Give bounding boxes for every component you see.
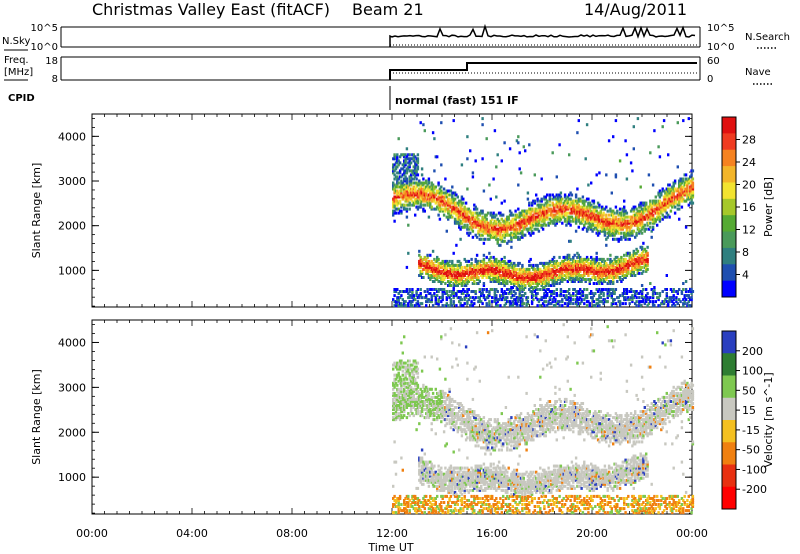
colorbar-tick-label: -200 [742, 483, 767, 496]
colorbar-segment [722, 375, 736, 399]
y-tick-label: 1000 [58, 471, 86, 484]
colorbar-segment [722, 133, 736, 151]
colorbar-segment [722, 420, 736, 443]
nsearch-tick-top: 10^5 [707, 23, 734, 34]
y-tick-label: 4000 [58, 336, 86, 349]
colorbar-segment [722, 149, 736, 167]
colorbar-segment [722, 464, 736, 488]
colorbar-segment [722, 331, 736, 354]
colorbar-tick-label: -100 [742, 463, 767, 476]
colorbar-segment [722, 215, 736, 233]
nsky-panel: N.Sky 10^5 10^0 10^5 10^0 N.Search [2, 23, 790, 53]
cpid-label: CPID [8, 93, 35, 104]
colorbar-segment [722, 117, 736, 134]
velocity-colorbar: 200 100 50 15 -15 -50 -100 -200 Velocity [m s^-1… [721, 330, 775, 510]
colorbar-segment [722, 442, 736, 465]
colorbar-tick-label: 200 [742, 345, 763, 358]
freq-unit: [MHz] [4, 67, 33, 78]
cpid-text: normal (fast) 151 IF [395, 94, 519, 107]
colorbar-tick-label: 20 [742, 179, 756, 192]
colorbar-segment [722, 486, 736, 510]
velocity-panel: 1000 2000 3000 4000 Slant Range [km] 00:00 04:… [30, 319, 708, 540]
velocity-cells [392, 323, 695, 515]
colorbar-tick-label: 8 [742, 246, 749, 259]
colorbar-segment [722, 182, 736, 200]
nsearch-label: N.Search [745, 32, 790, 43]
colorbar-label: Velocity [m s^-1] [762, 372, 775, 467]
nsky-trace [389, 23, 696, 47]
colorbar-tick-label: 50 [742, 384, 756, 397]
x-axis-label: Time UT [367, 541, 413, 554]
nsky-tick-top: 10^5 [31, 23, 58, 34]
colorbar-tick-label: -50 [742, 444, 760, 457]
colorbar-segment [722, 353, 736, 376]
colorbar-tick-label: 100 [742, 365, 763, 378]
nave-tick-top: 60 [707, 56, 720, 67]
x-tick-label: 00:00 [76, 527, 108, 540]
x-tick-label: 04:00 [176, 527, 208, 540]
colorbar-tick-label: -15 [742, 424, 760, 437]
freq-label: Freq. [4, 55, 29, 66]
station-title: Christmas Valley East (fitACF) [92, 0, 330, 19]
colorbar-segment [722, 264, 736, 282]
nave-label: Nave [745, 67, 771, 78]
colorbar-segment [722, 280, 736, 298]
colorbar-segment [722, 231, 736, 249]
colorbar-segment [722, 198, 736, 216]
power-panel: 1000 2000 3000 4000 Slant Range [km] [30, 113, 695, 308]
x-tick-label: 08:00 [276, 527, 308, 540]
colorbar-segment [722, 247, 736, 265]
freq-tick-top: 18 [45, 56, 58, 67]
freq-tick-bottom: 8 [52, 74, 58, 85]
y-tick-label: 2000 [58, 426, 86, 439]
colorbar-tick-label: 16 [742, 201, 756, 214]
freq-panel: Freq. [MHz] 18 8 60 0 Nave [4, 55, 772, 85]
nsearch-tick-bottom: 10^0 [707, 42, 734, 53]
y-tick-label: 3000 [58, 175, 86, 188]
nsky-tick-bottom: 10^0 [31, 42, 58, 53]
beam-label: Beam 21 [352, 0, 424, 19]
power-colorbar: 4 8 12 16 20 24 28 Power [dB] [721, 116, 775, 298]
y-tick-label: 4000 [58, 130, 86, 143]
y-tick-label: 1000 [58, 264, 86, 277]
nsky-label: N.Sky [2, 36, 30, 47]
date-label: 14/Aug/2011 [584, 0, 687, 19]
colorbar-tick-label: 4 [742, 269, 749, 282]
y-axis-label: Slant Range [km] [30, 163, 43, 259]
x-tick-label: 16:00 [476, 527, 508, 540]
x-tick-label: 20:00 [576, 527, 608, 540]
colorbar-segment [722, 166, 736, 183]
power-cells [392, 117, 695, 308]
colorbar-tick-label: 24 [742, 156, 756, 169]
colorbar-segment [722, 397, 736, 421]
colorbar-tick-label: 12 [742, 224, 756, 237]
colorbar-label: Power [dB] [762, 177, 775, 237]
x-tick-label: 00:00 [676, 527, 708, 540]
colorbar-tick-label: 15 [742, 404, 756, 417]
y-tick-label: 2000 [58, 220, 86, 233]
nave-tick-bottom: 0 [707, 74, 713, 85]
freq-trace [389, 62, 697, 80]
colorbar-tick-label: 28 [742, 134, 756, 147]
x-tick-label: 12:00 [376, 527, 408, 540]
y-tick-label: 3000 [58, 381, 86, 394]
y-axis-label: Slant Range [km] [30, 369, 43, 465]
